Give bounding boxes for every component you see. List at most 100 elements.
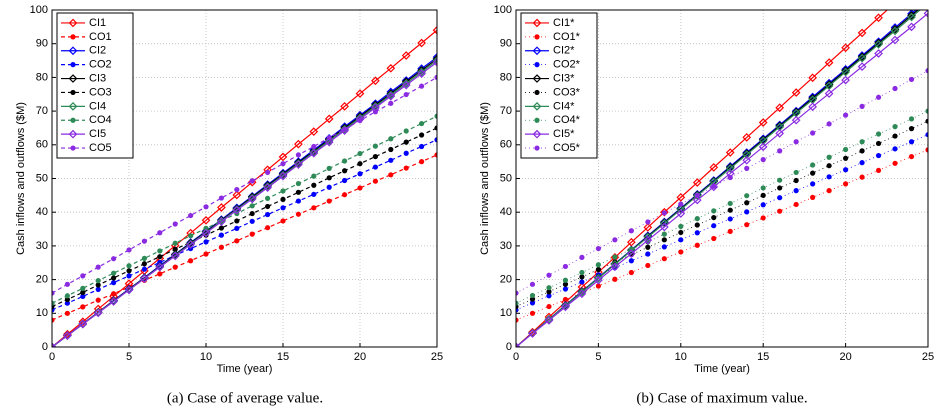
- marker: [218, 244, 224, 250]
- marker: [342, 126, 348, 132]
- marker: [529, 310, 536, 316]
- marker: [826, 163, 832, 169]
- marker: [678, 223, 684, 229]
- marker: [70, 89, 76, 96]
- legend-label: CO2: [89, 59, 112, 71]
- marker: [326, 175, 332, 181]
- marker: [908, 126, 915, 132]
- x-tick-label: 0: [513, 351, 519, 363]
- marker: [311, 191, 317, 197]
- marker: [70, 117, 76, 123]
- marker: [725, 164, 735, 173]
- x-tick-label: 25: [922, 351, 934, 363]
- marker: [141, 266, 147, 272]
- marker: [857, 28, 867, 38]
- marker: [278, 152, 288, 162]
- marker: [295, 152, 301, 158]
- legend-label: CI3*: [553, 72, 575, 84]
- marker: [892, 160, 898, 166]
- marker: [841, 43, 850, 53]
- marker: [744, 222, 750, 228]
- marker: [324, 114, 334, 124]
- marker: [727, 216, 733, 222]
- x-tick-label: 15: [277, 351, 289, 363]
- marker: [775, 103, 785, 113]
- marker: [111, 291, 117, 297]
- marker: [777, 208, 783, 214]
- marker: [775, 128, 785, 138]
- marker: [875, 140, 882, 147]
- marker: [857, 53, 867, 63]
- marker: [744, 193, 750, 199]
- marker: [643, 223, 653, 232]
- marker: [742, 150, 752, 159]
- marker: [64, 300, 70, 306]
- marker: [892, 124, 898, 130]
- marker: [843, 155, 849, 161]
- marker: [562, 286, 569, 292]
- marker: [140, 274, 149, 283]
- marker: [645, 219, 651, 225]
- marker: [810, 181, 816, 187]
- marker: [760, 215, 766, 221]
- marker: [810, 170, 816, 176]
- marker: [808, 102, 817, 112]
- marker: [661, 244, 667, 250]
- marker: [126, 268, 132, 274]
- plot-lines: [52, 25, 437, 347]
- marker: [594, 273, 603, 283]
- marker: [627, 249, 636, 258]
- marker: [157, 254, 163, 260]
- marker: [645, 244, 651, 250]
- marker: [419, 83, 425, 89]
- marker: [70, 145, 76, 151]
- marker: [432, 56, 437, 65]
- marker: [249, 231, 255, 237]
- marker: [892, 146, 898, 152]
- marker: [875, 167, 882, 174]
- marker: [612, 254, 618, 260]
- marker: [52, 300, 55, 306]
- marker: [357, 161, 363, 167]
- marker: [925, 0, 932, 3]
- marker: [247, 194, 257, 204]
- marker: [645, 251, 651, 257]
- marker: [64, 281, 70, 287]
- marker: [386, 63, 396, 73]
- marker: [403, 150, 409, 156]
- marker: [661, 210, 667, 216]
- marker: [612, 276, 618, 282]
- marker: [694, 242, 700, 248]
- marker: [217, 217, 226, 226]
- x-tick-label: 15: [757, 351, 769, 363]
- caption: (b) Case of maximum value.: [636, 390, 807, 406]
- marker: [843, 181, 849, 187]
- marker: [63, 331, 72, 340]
- marker: [925, 147, 928, 153]
- marker: [386, 91, 396, 101]
- marker: [68, 102, 78, 111]
- marker: [534, 34, 540, 40]
- marker: [388, 157, 394, 163]
- marker: [172, 221, 178, 227]
- marker: [417, 38, 426, 48]
- marker: [678, 249, 684, 255]
- legend-label: CO3*: [553, 86, 581, 98]
- plot-lines: [516, 0, 932, 347]
- marker: [324, 136, 334, 146]
- marker: [546, 303, 552, 310]
- marker: [170, 251, 180, 261]
- marker: [64, 293, 70, 299]
- marker: [70, 34, 76, 40]
- marker: [311, 143, 317, 150]
- subplot: 0 10 20 30 40 50 60 70 80 90 100 0 5 10 15 20 25 Time (ye…: [479, 0, 934, 375]
- marker: [388, 100, 394, 106]
- marker: [760, 192, 766, 198]
- marker: [295, 198, 301, 204]
- marker: [188, 258, 194, 264]
- marker: [234, 187, 240, 193]
- marker: [546, 285, 552, 291]
- y-tick-label: 80: [500, 71, 512, 83]
- y-axis-label: Cash inflows and outflows ($M): [15, 102, 27, 255]
- marker: [432, 25, 437, 35]
